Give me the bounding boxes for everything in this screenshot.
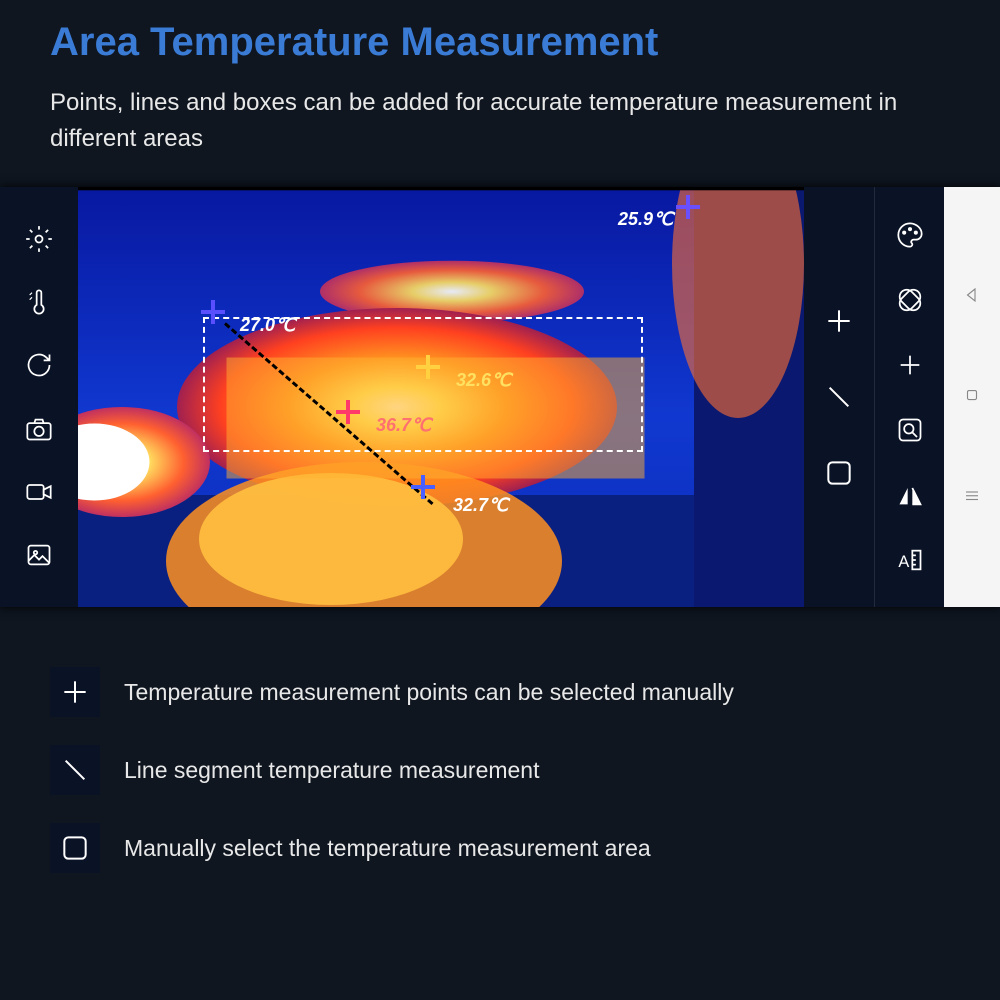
ruler-icon: A: [896, 546, 924, 574]
svg-text:A: A: [898, 553, 909, 571]
header: Area Temperature Measurement Points, lin…: [0, 0, 1000, 187]
refresh-button[interactable]: [21, 347, 57, 383]
plus-icon: [896, 351, 924, 379]
camera-button[interactable]: [21, 411, 57, 447]
zoom-icon: [896, 416, 924, 444]
thermal-image-view[interactable]: 27.0℃ 36.7℃ 32.6℃ 32.7℃ 25.9℃ 37.7℃: [78, 187, 804, 607]
measurement-toolbar: [804, 187, 874, 607]
legend-line-icon: [50, 745, 100, 795]
line-tool-button[interactable]: [821, 379, 857, 415]
back-icon: [963, 286, 981, 304]
legend-point-text: Temperature measurement points can be se…: [124, 679, 734, 706]
legend-item-line: Line segment temperature measurement: [50, 745, 950, 795]
legend-box-text: Manually select the temperature measurem…: [124, 835, 651, 862]
legend-point-icon: [50, 667, 100, 717]
edge-temperature-label: 37.7℃: [80, 435, 135, 456]
patch-button[interactable]: [892, 282, 928, 318]
marker-point-2[interactable]: [336, 400, 360, 424]
marker-label-3: 32.6℃: [456, 370, 511, 391]
point-tool-button[interactable]: [821, 303, 857, 339]
legend: Temperature measurement points can be se…: [0, 607, 1000, 873]
settings-button[interactable]: [21, 221, 57, 257]
thermometer-button[interactable]: [21, 284, 57, 320]
point-tool-icon: [823, 305, 855, 337]
marker-point-3[interactable]: [416, 355, 440, 379]
marker-label-4: 32.7℃: [453, 495, 508, 516]
thermometer-icon: [25, 288, 53, 316]
palette-icon: [896, 221, 924, 249]
legend-box-icon: [50, 823, 100, 873]
legend-item-box: Manually select the temperature measurem…: [50, 823, 950, 873]
recent-icon: [963, 486, 981, 504]
mirror-button[interactable]: [892, 477, 928, 513]
video-icon: [25, 478, 53, 506]
marker-point-5[interactable]: [676, 195, 700, 219]
android-nav-bar: [944, 187, 1000, 607]
phone-screen: 27.0℃ 36.7℃ 32.6℃ 32.7℃ 25.9℃ 37.7℃: [0, 187, 1000, 607]
camera-icon: [25, 415, 53, 443]
page-title: Area Temperature Measurement: [50, 20, 950, 65]
box-tool-icon: [823, 457, 855, 489]
box-tool-button[interactable]: [821, 455, 857, 491]
marker-point-1[interactable]: [201, 300, 225, 324]
add-button[interactable]: [892, 347, 928, 383]
image-icon: [25, 541, 53, 569]
recent-button[interactable]: [963, 486, 981, 509]
utility-toolbar: A: [874, 187, 944, 607]
page-subtitle: Points, lines and boxes can be added for…: [50, 85, 950, 157]
marker-label-1: 27.0℃: [240, 315, 295, 336]
patch-icon: [896, 286, 924, 314]
palette-button[interactable]: [892, 217, 928, 253]
ruler-button[interactable]: A: [892, 542, 928, 578]
gallery-button[interactable]: [21, 537, 57, 573]
gear-icon: [25, 225, 53, 253]
legend-line-text: Line segment temperature measurement: [124, 757, 540, 784]
back-button[interactable]: [963, 286, 981, 309]
legend-item-point: Temperature measurement points can be se…: [50, 667, 950, 717]
mirror-icon: [896, 481, 924, 509]
marker-label-5: 25.9℃: [618, 209, 673, 230]
home-icon: [963, 386, 981, 404]
line-tool-icon: [823, 381, 855, 413]
marker-point-4[interactable]: [411, 475, 435, 499]
home-button[interactable]: [963, 386, 981, 409]
marker-label-2: 36.7℃: [376, 415, 431, 436]
zoom-button[interactable]: [892, 412, 928, 448]
refresh-icon: [25, 351, 53, 379]
left-toolbar: [0, 187, 78, 607]
video-button[interactable]: [21, 474, 57, 510]
